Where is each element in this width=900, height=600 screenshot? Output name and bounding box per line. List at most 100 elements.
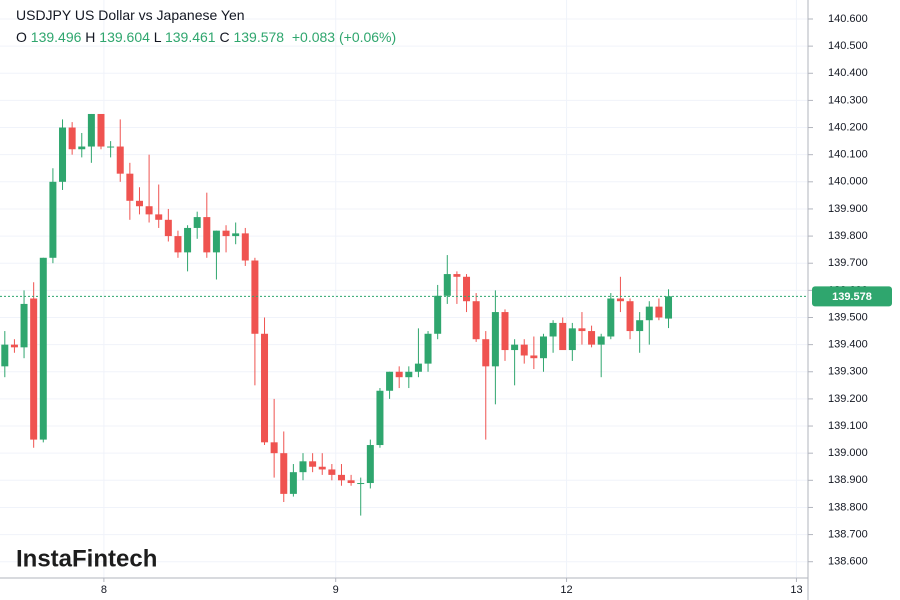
y-tick-label: 140.000 [828,176,868,188]
candle-body [309,461,317,467]
y-tick-label: 138.600 [828,556,868,568]
chart-title: USDJPY US Dollar vs Japanese Yen [16,7,245,23]
candle-body [376,390,384,446]
candle-body [318,466,326,470]
candle-body [501,312,509,351]
header: USDJPY US Dollar vs Japanese Yen O 139.4… [16,4,396,48]
y-tick-label: 139.700 [828,257,868,269]
candle-body [251,260,259,334]
y-tick-label: 140.500 [828,40,868,52]
change: +0.083 (+0.06%) [291,29,397,45]
candle-body [386,371,394,391]
candle-body [463,276,471,302]
candle-body [472,301,480,340]
y-tick-label: 139.000 [828,447,868,459]
h-label: H [85,29,96,45]
o-label: O [16,29,27,45]
candle-body [164,219,172,237]
candle-body [49,181,57,258]
x-tick-label: 13 [790,584,802,596]
open-value: 139.496 [30,29,82,45]
candle-body [184,227,192,253]
candle-body [405,371,413,378]
candle-body [299,461,307,473]
candle-body [366,445,374,484]
candle-body [626,301,634,332]
x-tick-label: 12 [560,584,572,596]
candle-body [116,146,124,174]
candle-body [232,233,240,237]
c-label: C [219,29,230,45]
candle-body [241,233,249,261]
candle-body [568,328,576,351]
candle-body [328,469,336,475]
y-tick-label: 139.200 [828,393,868,405]
candle-body [203,217,211,253]
y-tick-label: 138.900 [828,474,868,486]
l-label: L [153,29,162,45]
candle-body [20,303,28,348]
candle-body [616,298,624,302]
candle-body [97,113,105,147]
candle-body [453,274,461,277]
candle-body [482,339,490,367]
candle-body [1,344,9,367]
candle-body [222,230,230,237]
candle-body [270,442,278,454]
candle-body [578,328,586,332]
close-value: 139.578 [233,29,285,45]
candle-body [491,312,499,367]
candle-body [597,336,605,345]
y-tick-label: 138.700 [828,528,868,540]
y-tick-label: 139.300 [828,366,868,378]
candle-body [395,371,403,378]
last-price-box [812,286,892,307]
candle-body [443,274,451,296]
candle-body [530,355,538,359]
candle-body [193,217,201,228]
high-value: 139.604 [99,29,150,45]
candle-body [87,113,95,147]
candle-body [78,146,86,150]
y-tick-label: 140.100 [828,149,868,161]
candle-body [107,146,115,148]
candle-body [155,214,163,220]
candle-body [424,333,432,364]
low-value: 139.461 [164,29,216,45]
candle-body [549,322,557,337]
y-tick-label: 139.100 [828,420,868,432]
candle-body [337,474,345,481]
candle-body [357,483,365,485]
y-tick-label: 139.400 [828,339,868,351]
candle-body [636,320,644,332]
candle-body [59,127,67,182]
candle-body [289,472,297,494]
candle-body [126,173,134,201]
candle-body [559,322,567,351]
x-tick-label: 8 [101,584,107,596]
y-tick-label: 140.400 [828,67,868,79]
candle-body [655,306,663,318]
y-tick-label: 139.800 [828,230,868,242]
candle-body [68,127,76,150]
watermark: InstaFintech [16,545,157,572]
y-tick-label: 140.600 [828,13,868,25]
y-tick-label: 138.800 [828,501,868,513]
candle-body [434,295,442,334]
candle-body [665,296,673,319]
candle-body [39,257,47,440]
candle-body [645,306,653,321]
x-tick-label: 9 [333,584,339,596]
candle-body [212,230,220,253]
candle-body [520,344,528,356]
candle-body [30,298,38,440]
candle-body [511,344,519,351]
candle-body [280,453,288,494]
y-tick-label: 140.200 [828,121,868,133]
candle-body [347,480,355,484]
y-tick-label: 139.500 [828,311,868,323]
y-tick-label: 139.900 [828,203,868,215]
candle-body [145,206,153,215]
